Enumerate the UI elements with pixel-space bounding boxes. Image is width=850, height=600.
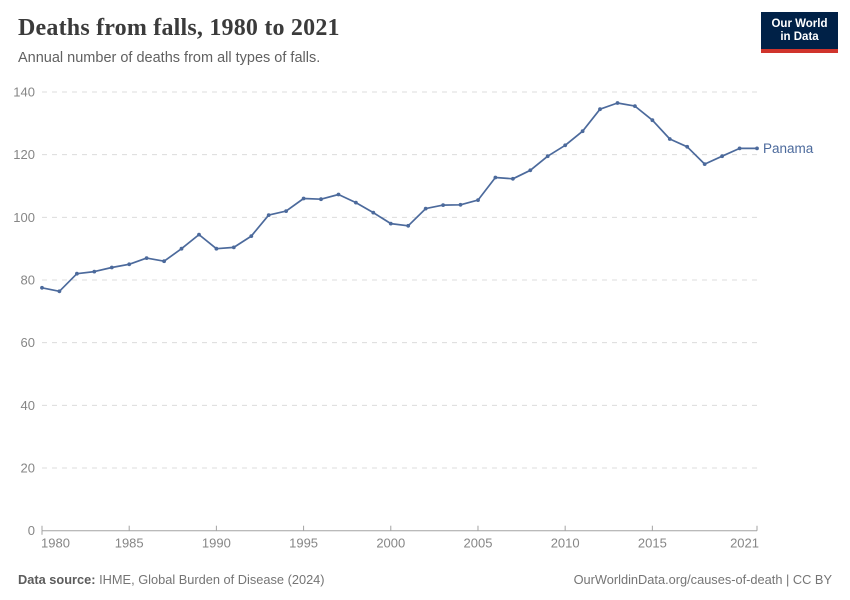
data-point[interactable]	[511, 176, 515, 181]
data-point[interactable]	[40, 285, 44, 290]
chart-subtitle: Annual number of deaths from all types o…	[18, 50, 321, 66]
x-tick-label: 1995	[289, 536, 318, 551]
data-point[interactable]	[179, 246, 184, 251]
data-point[interactable]	[563, 143, 568, 148]
x-tick-label: 2005	[464, 536, 493, 551]
data-point[interactable]	[319, 197, 323, 202]
data-point[interactable]	[284, 209, 288, 214]
data-point[interactable]	[388, 221, 393, 226]
license-link[interactable]: OurWorldinData.org/causes-of-death | CC …	[573, 572, 832, 587]
page-title: Deaths from falls, 1980 to 2021	[18, 15, 340, 41]
data-source-label: Data source:	[18, 572, 96, 587]
y-tick-label: 120	[13, 147, 35, 162]
data-point[interactable]	[336, 192, 341, 197]
series-label-panama[interactable]: Panama	[763, 141, 814, 156]
data-point[interactable]	[737, 146, 742, 151]
x-tick-label: 2010	[551, 536, 580, 551]
data-point[interactable]	[144, 256, 149, 260]
line-chart[interactable]: 0 20 40 60 80 100 120 140 1980 1985 1990 1995 2000 20…	[0, 75, 850, 555]
chart-header: Deaths from falls, 1980 to 2021 Annual n…	[18, 14, 738, 66]
x-tick-label: 1985	[115, 536, 144, 551]
data-point[interactable]	[545, 154, 550, 159]
data-point[interactable]	[528, 168, 533, 173]
data-point[interactable]	[423, 206, 428, 211]
owid-logo[interactable]: Our World in Data	[761, 12, 838, 53]
data-point[interactable]	[231, 245, 236, 250]
data-point[interactable]	[633, 104, 637, 108]
data-point[interactable]	[197, 232, 201, 237]
x-tick-label: 1990	[202, 536, 231, 551]
data-point[interactable]	[615, 101, 620, 105]
y-tick-label: 20	[21, 461, 35, 476]
data-point[interactable]	[354, 200, 358, 205]
x-tick-label: 2021	[730, 536, 759, 551]
data-point[interactable]	[702, 162, 707, 166]
data-point[interactable]	[57, 289, 62, 294]
data-point[interactable]	[720, 154, 724, 159]
chart-footer: Data source: IHME, Global Burden of Dise…	[18, 572, 832, 587]
data-point[interactable]	[249, 234, 254, 239]
y-tick-label: 40	[21, 398, 35, 413]
data-point[interactable]	[493, 175, 498, 180]
data-point[interactable]	[650, 118, 655, 123]
data-point[interactable]	[92, 269, 97, 274]
data-point[interactable]	[127, 262, 132, 267]
data-point[interactable]	[755, 146, 759, 151]
x-tick-label: 2015	[638, 536, 667, 551]
data-point[interactable]	[598, 107, 602, 112]
x-tick-label: 2000	[376, 536, 405, 551]
owid-logo-line2: in Data	[780, 31, 819, 43]
data-source-text: IHME, Global Burden of Disease (2024)	[95, 572, 325, 587]
owid-logo-line1: Our World	[771, 18, 828, 30]
data-point[interactable]	[266, 213, 271, 218]
data-point[interactable]	[109, 265, 114, 270]
data-point[interactable]	[162, 259, 167, 264]
data-point[interactable]	[406, 223, 411, 228]
data-point[interactable]	[685, 144, 690, 149]
series-line-panama	[41, 102, 757, 293]
y-tick-label: 80	[21, 273, 35, 288]
data-point[interactable]	[441, 203, 445, 208]
data-source-note: Data source: IHME, Global Burden of Dise…	[18, 572, 325, 587]
x-tick-label: 1980	[41, 536, 70, 551]
data-point[interactable]	[301, 196, 306, 201]
data-point[interactable]	[580, 129, 585, 134]
y-tick-label: 60	[21, 335, 35, 350]
data-point[interactable]	[371, 210, 376, 215]
data-point[interactable]	[75, 271, 79, 276]
data-point[interactable]	[667, 137, 672, 141]
y-tick-label: 0	[28, 523, 35, 538]
y-tick-label: 140	[13, 85, 35, 100]
data-point[interactable]	[476, 198, 480, 202]
data-point[interactable]	[458, 202, 463, 207]
data-point[interactable]	[214, 246, 219, 251]
y-tick-label: 100	[13, 210, 35, 225]
